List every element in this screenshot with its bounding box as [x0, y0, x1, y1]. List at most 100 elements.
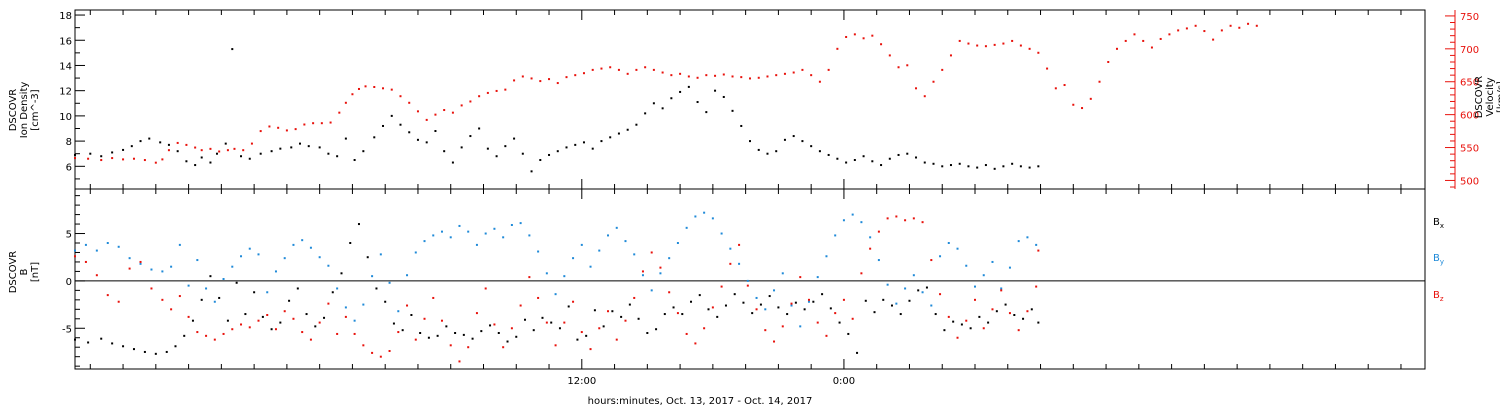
density-point: [443, 150, 446, 153]
bz-point: [676, 312, 679, 315]
velocity-point: [1028, 47, 1031, 50]
bx-point: [323, 316, 326, 319]
density-point: [1011, 162, 1014, 165]
velocity-point: [722, 73, 725, 76]
by-point: [95, 249, 98, 252]
velocity-point: [1046, 67, 1049, 70]
density-point: [100, 155, 103, 158]
velocity-axis: 500 550 600 650 700 750: [1445, 10, 1479, 189]
velocity-point: [504, 88, 507, 91]
bz-point: [353, 332, 356, 335]
velocity-point: [1255, 24, 1258, 27]
bz-point: [982, 327, 985, 330]
velocity-point: [1098, 80, 1101, 83]
velocity-point: [679, 72, 682, 75]
by-point: [720, 232, 723, 235]
by-point: [327, 264, 330, 267]
bx-point: [305, 313, 308, 316]
top-panel-frame: [74, 9, 1426, 190]
by-point: [729, 247, 732, 250]
bx-point: [655, 328, 658, 331]
density-point: [307, 145, 310, 148]
density-velocity-points: [74, 22, 1258, 173]
bz-point: [1000, 289, 1003, 292]
velocity-tick-label: 650: [1460, 78, 1479, 89]
velocity-point: [486, 91, 489, 94]
velocity-point: [1063, 84, 1066, 87]
velocity-point: [984, 45, 987, 48]
density-axis-label: DSCOVRIon Density[cm^-3]: [8, 82, 41, 139]
bz-point: [589, 348, 592, 351]
bz-point: [537, 296, 540, 299]
bz-point: [493, 323, 496, 326]
velocity-point: [443, 109, 446, 112]
by-point: [161, 270, 164, 273]
by-point: [912, 274, 915, 277]
density-point: [626, 128, 629, 131]
by-point: [694, 215, 697, 218]
bz-point: [458, 360, 461, 363]
density-point: [89, 152, 92, 155]
velocity-point: [425, 118, 428, 121]
by-point: [842, 219, 845, 222]
by-point: [755, 296, 758, 299]
by-point: [807, 300, 810, 303]
bz-point: [1008, 312, 1011, 315]
velocity-point: [1194, 24, 1197, 27]
bz-point: [912, 217, 915, 220]
bx-point: [873, 311, 876, 314]
time-tick-label: 0:00: [833, 376, 855, 387]
bx-point: [174, 345, 177, 348]
velocity-point: [1203, 30, 1206, 33]
velocity-point: [285, 129, 288, 132]
axis-label-line: DSCOVR: [8, 89, 19, 132]
by-point: [668, 257, 671, 260]
bz-point: [1026, 310, 1029, 313]
bx-point: [497, 332, 500, 334]
density-point: [486, 147, 489, 150]
bx-point: [1030, 308, 1033, 311]
legend-bz: Bz: [1433, 290, 1444, 303]
velocity-point: [111, 157, 114, 160]
bz-point: [624, 319, 627, 322]
density-point: [757, 148, 760, 151]
bx-point: [132, 348, 135, 351]
by-point: [886, 283, 889, 286]
by-point: [869, 236, 872, 239]
by-point: [362, 303, 365, 306]
bx-point: [838, 321, 841, 324]
velocity-point: [242, 149, 245, 152]
bx-point: [759, 303, 762, 306]
velocity-point: [635, 68, 638, 71]
by-point: [406, 274, 409, 277]
density-point: [176, 150, 179, 153]
velocity-point: [233, 147, 236, 150]
bx-point: [620, 315, 623, 318]
bx-point: [716, 315, 719, 318]
b-field-points: [74, 211, 1040, 363]
velocity-point: [1229, 24, 1232, 27]
velocity-point: [1002, 42, 1005, 45]
by-point: [537, 250, 540, 253]
by-point: [301, 239, 304, 242]
bz-point: [842, 298, 845, 301]
density-point: [469, 135, 472, 138]
bx-point: [165, 350, 168, 353]
density-tick-label: 8: [66, 137, 72, 148]
bx-point: [934, 313, 937, 316]
bx-point: [803, 308, 806, 311]
velocity-point: [303, 123, 306, 126]
bx-point: [314, 325, 317, 328]
density-point: [362, 150, 365, 153]
velocity-point: [932, 80, 935, 83]
velocity-point: [714, 74, 717, 77]
bz-point: [755, 308, 758, 311]
velocity-point: [399, 95, 402, 98]
velocity-point: [513, 79, 516, 82]
by-point: [178, 243, 181, 246]
by-point: [1000, 287, 1003, 290]
bx-point: [960, 323, 963, 326]
density-tick-label: 16: [59, 36, 72, 47]
by-point: [650, 289, 653, 292]
